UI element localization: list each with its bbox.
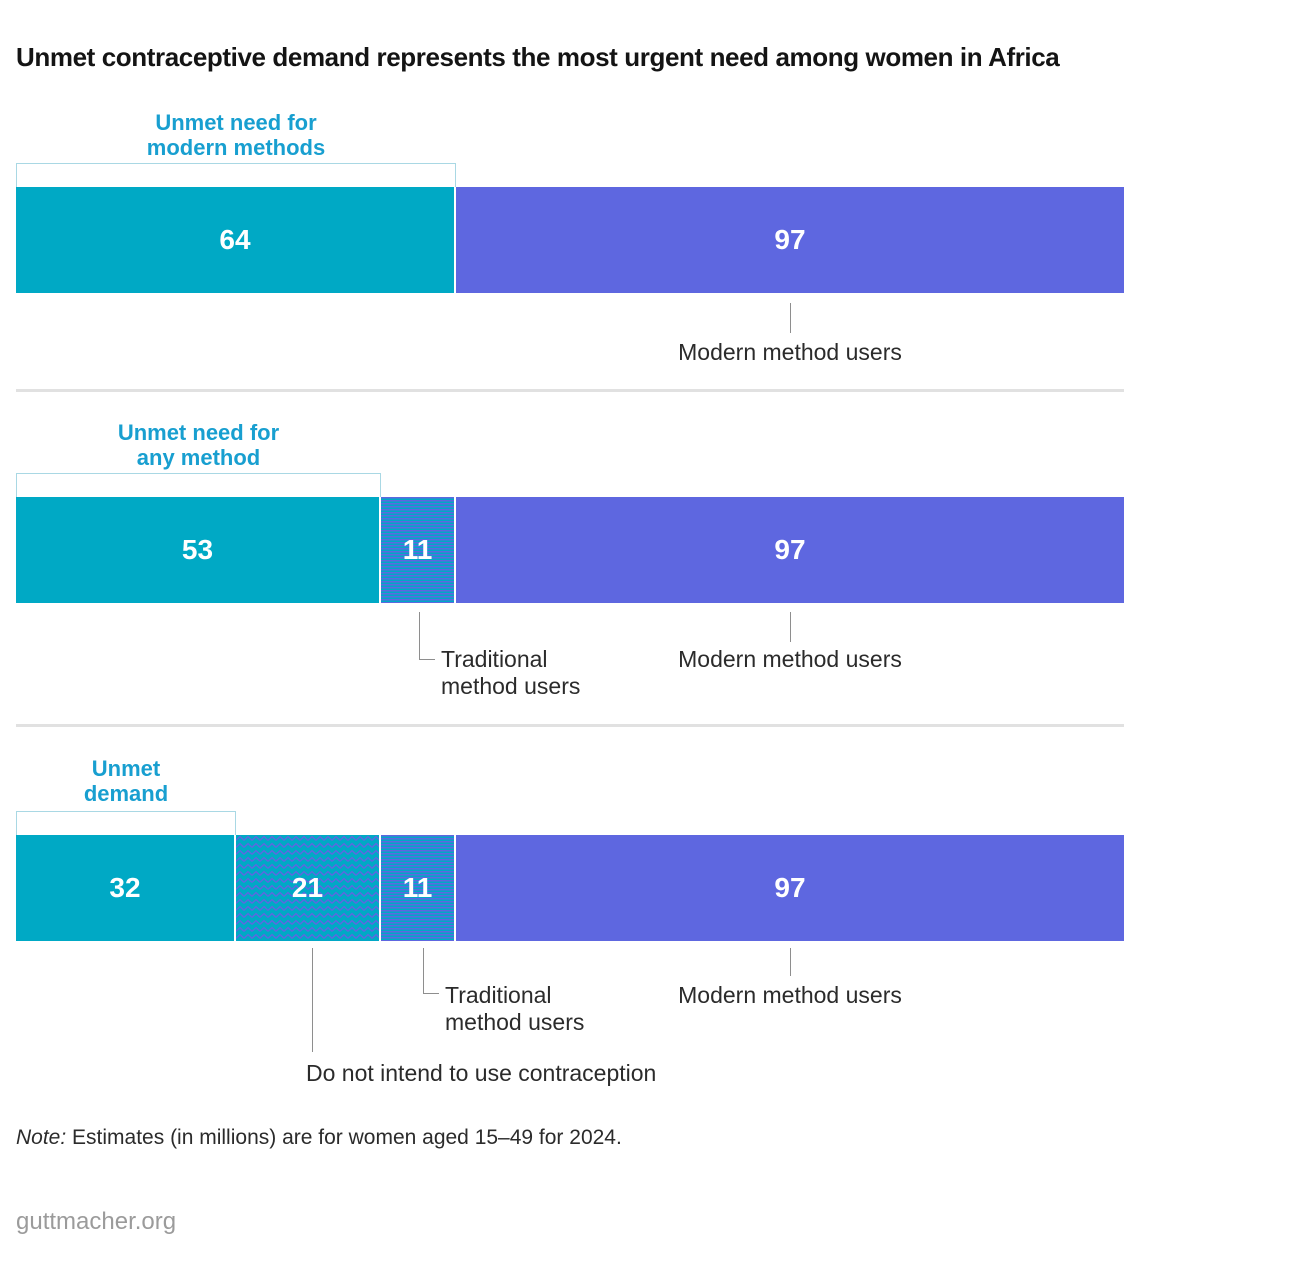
bar1-segment-modern-users: 97	[456, 187, 1124, 293]
bar3-segment-unmet-demand: 32	[16, 835, 234, 941]
callout-traditional-row2: Traditional method users	[441, 646, 661, 700]
section-divider	[16, 389, 1124, 392]
chart-note: Note: Estimates (in millions) are for wo…	[16, 1126, 622, 1150]
segment-value: 97	[774, 872, 806, 903]
bracket-row2	[16, 473, 381, 497]
bar1-segment-unmet-modern: 64	[16, 187, 454, 293]
bracket-label-line: any method	[136, 445, 261, 470]
bracket-row1	[16, 163, 456, 187]
note-text: Estimates (in millions) are for women ag…	[66, 1126, 622, 1149]
note-prefix: Note:	[16, 1126, 67, 1149]
bar2-segment-modern-users: 97	[456, 497, 1124, 603]
segment-value: 11	[402, 872, 433, 903]
bracket-label-line: modern methods	[146, 135, 326, 160]
connector-tick-traditional-row2	[419, 659, 435, 660]
callout-do-not-intend: Do not intend to use contraception	[306, 1060, 657, 1086]
connector-line-modern-row2	[790, 612, 791, 642]
segment-value: 32	[109, 872, 141, 903]
bar3-segment-modern-users: 97	[456, 835, 1124, 941]
callout-traditional-row3: Traditional method users	[445, 982, 665, 1036]
connector-tick-traditional-row3	[423, 993, 439, 994]
page-title: Unmet contraceptive demand represents th…	[16, 42, 1060, 72]
bracket-label-unmet-demand: Unmet demand	[16, 756, 236, 806]
bracket-label-line: Unmet need for	[117, 420, 280, 445]
connector-line-modern-row1	[790, 303, 791, 333]
callout-line: method users	[445, 1009, 585, 1035]
bracket-label-line: Unmet need for	[155, 110, 317, 135]
callout-modern-row1: Modern method users	[678, 339, 902, 365]
segment-value: 97	[774, 534, 806, 565]
callout-line: Traditional	[445, 982, 552, 1008]
bracket-label-any-method: Unmet need for any method	[16, 420, 381, 470]
bar3-segment-do-not-intend: 21	[236, 835, 379, 941]
callout-line: method users	[441, 673, 581, 699]
connector-line-traditional-row2	[419, 612, 420, 660]
segment-value: 11	[402, 534, 433, 565]
bar3-segment-traditional-users: 11	[381, 835, 454, 941]
segment-value: 97	[774, 224, 806, 255]
zigzag-pattern	[236, 835, 379, 941]
segment-value: 64	[219, 224, 251, 255]
callout-line: Traditional	[441, 646, 548, 672]
footer-brand: guttmacher.org	[16, 1208, 177, 1235]
bar2-segment-unmet-any: 53	[16, 497, 379, 603]
bar2-segment-traditional-users: 11	[381, 497, 454, 603]
callout-modern-row2: Modern method users	[678, 646, 902, 672]
callout-modern-row3: Modern method users	[678, 982, 902, 1008]
segment-value: 53	[181, 534, 214, 565]
bracket-label-modern-methods: Unmet need for modern methods	[16, 110, 456, 160]
connector-line-modern-row3	[790, 948, 791, 976]
segment-value: 21	[291, 872, 324, 903]
connector-line-traditional-row3	[423, 948, 424, 994]
bracket-label-line: Unmet	[91, 756, 161, 781]
section-divider	[16, 724, 1124, 727]
connector-line-do-not-intend	[312, 948, 313, 1052]
bracket-row3	[16, 811, 236, 835]
bracket-label-line: demand	[83, 781, 169, 806]
